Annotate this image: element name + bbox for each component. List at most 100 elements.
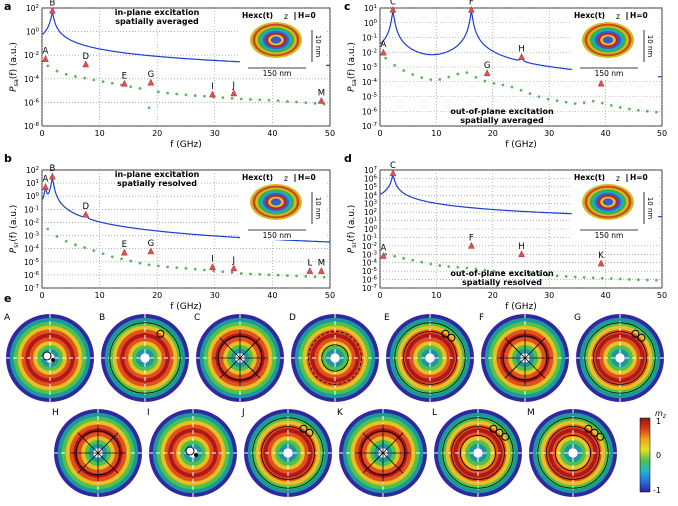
x-tick-label: 30: [544, 129, 554, 138]
peak-label: A: [380, 40, 386, 50]
peak-label: E: [122, 240, 127, 250]
peak-label: J: [232, 81, 236, 91]
mode-map-G: G: [574, 313, 664, 402]
data-point: [627, 107, 631, 111]
y-tick-label: 105: [364, 183, 378, 192]
mode-map-L: L: [432, 408, 522, 497]
y-tick-label: 10-3: [24, 232, 40, 241]
data-point: [120, 257, 123, 261]
data-point: [591, 276, 595, 280]
data-point: [156, 264, 160, 268]
y-tick-label: 102: [26, 166, 39, 175]
y-tick-label: 10-2: [362, 242, 377, 251]
peak-marker: [467, 241, 475, 249]
data-point: [429, 78, 433, 81]
peak-marker: [120, 79, 128, 87]
data-point: [83, 246, 87, 250]
x-tick-label: 0: [39, 291, 44, 300]
axis-z-label: z: [616, 12, 620, 21]
peak-marker: [147, 247, 155, 255]
data-point: [654, 278, 658, 282]
data-point: [582, 101, 586, 105]
data-point: [203, 94, 206, 98]
panel-title-line1: in-plane excitation: [115, 170, 200, 179]
data-point: [74, 243, 77, 247]
size-v-label: 10 nm: [314, 35, 322, 58]
data-point: [510, 271, 514, 275]
data-point: [483, 268, 487, 272]
inset-diagram: Hexc(t) H=0 z 150 nm 10 nm: [240, 172, 326, 240]
peak-label: G: [148, 70, 155, 80]
data-point: [285, 274, 289, 277]
size-h-label: 150 nm: [263, 231, 292, 240]
size-h-label: 150 nm: [263, 69, 292, 78]
x-tick-label: 0: [377, 129, 382, 138]
mode-label: B: [99, 313, 105, 323]
data-point: [537, 273, 541, 276]
data-point: [249, 272, 252, 276]
peak-marker: [518, 250, 525, 258]
peak-label: A: [43, 175, 49, 185]
y-tick-label: 10-7: [362, 122, 378, 131]
mode-map-D: D: [289, 313, 379, 402]
y-tick-label: 10-8: [24, 122, 40, 131]
hexc-label: Hexc(t): [574, 11, 605, 20]
data-point: [411, 73, 415, 76]
peak-label: E: [122, 71, 127, 81]
data-point: [501, 270, 505, 274]
y-tick-label: 106: [364, 174, 378, 183]
y-tick-label: 10-3: [362, 63, 378, 72]
data-point: [546, 273, 550, 277]
y-tick-label: 10-6: [362, 276, 378, 285]
y-tick-label: 100: [26, 28, 40, 37]
mode-map-F: F: [479, 313, 569, 402]
peak-marker: [518, 53, 525, 60]
data-point: [501, 83, 505, 87]
data-point: [456, 265, 460, 269]
data-point: [591, 99, 595, 103]
peak-marker: [389, 169, 397, 177]
peak-marker: [467, 5, 475, 13]
x-tick-label: 20: [152, 129, 162, 138]
hzero-label: H=0: [298, 173, 316, 182]
data-point: [74, 75, 77, 78]
data-point: [101, 80, 105, 83]
colorbar-gradient: [639, 417, 651, 493]
data-point: [393, 254, 397, 258]
data-point: [46, 227, 50, 231]
y-tick-label: 100: [26, 192, 40, 201]
data-point: [384, 56, 388, 60]
data-point: [304, 101, 308, 105]
inset-diagram: Hexc(t) H=0 z 150 nm 10 nm: [240, 10, 326, 78]
x-axis-label: f (GHz): [505, 140, 537, 150]
mode-label: G: [574, 313, 581, 323]
size-v-label: 10 nm: [314, 197, 322, 220]
y-tick-label: 10-6: [24, 98, 40, 107]
data-point: [276, 273, 280, 277]
data-point: [582, 275, 586, 279]
panel-a: a 0 10 20 30 40 50 102 100 10-2 10-4 10-6 10-8 f (GHz…: [4, 0, 335, 150]
x-tick-label: 40: [601, 129, 611, 138]
data-point: [438, 77, 442, 81]
hzero-label: H=0: [630, 173, 648, 182]
panel-d: d 0 10 20 30 40 50 10710610510410310210110010-1…: [344, 152, 667, 312]
peak-marker: [317, 267, 325, 274]
data-point: [221, 270, 225, 274]
data-point: [304, 275, 308, 278]
mode-label: K: [337, 408, 344, 418]
hexc-label: Hexc(t): [574, 173, 605, 182]
x-axis-label: f (GHz): [170, 140, 202, 150]
panel-letter-b: b: [4, 152, 12, 165]
x-tick-label: 50: [325, 129, 335, 138]
data-point: [474, 75, 478, 79]
data-point: [55, 69, 59, 73]
data-point: [92, 249, 96, 253]
data-point: [645, 278, 649, 282]
data-point: [193, 267, 197, 271]
data-point: [447, 75, 451, 79]
panel-letter-d: d: [344, 152, 352, 165]
x-tick-label: 30: [544, 291, 554, 300]
peak-label: A: [380, 244, 386, 254]
y-tick-label: 100: [364, 19, 378, 28]
